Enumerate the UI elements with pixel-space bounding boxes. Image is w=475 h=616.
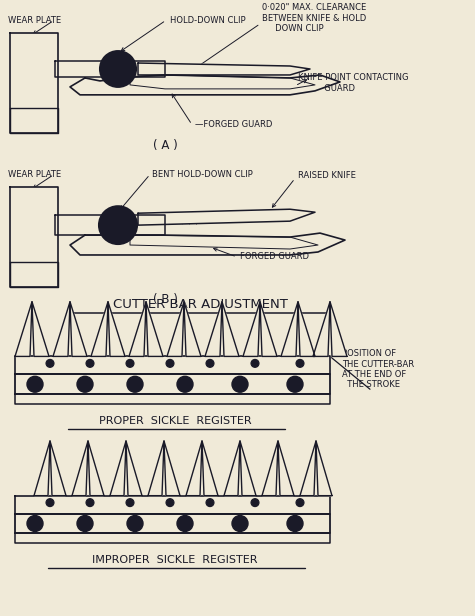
Polygon shape [70, 302, 87, 357]
Polygon shape [330, 302, 347, 357]
Circle shape [27, 376, 43, 392]
Text: PROPER  SICKLE  REGISTER: PROPER SICKLE REGISTER [99, 416, 251, 426]
Circle shape [166, 498, 174, 506]
Polygon shape [138, 63, 310, 75]
Circle shape [232, 376, 248, 392]
Polygon shape [316, 441, 332, 496]
Circle shape [206, 498, 214, 506]
Text: BENT HOLD-DOWN CLIP: BENT HOLD-DOWN CLIP [152, 170, 253, 179]
Circle shape [86, 359, 94, 367]
Text: FORGED GUARD: FORGED GUARD [240, 253, 309, 261]
Circle shape [177, 516, 193, 532]
Polygon shape [164, 441, 180, 496]
Polygon shape [91, 302, 108, 357]
Polygon shape [130, 235, 318, 249]
Circle shape [251, 498, 259, 506]
Polygon shape [10, 187, 58, 287]
Polygon shape [202, 441, 218, 496]
Text: ( A ): ( A ) [152, 139, 177, 152]
Circle shape [86, 498, 94, 506]
Polygon shape [240, 441, 256, 496]
Circle shape [100, 51, 136, 87]
Circle shape [77, 376, 93, 392]
Polygon shape [15, 533, 330, 543]
Polygon shape [53, 302, 70, 357]
Polygon shape [260, 302, 277, 357]
Polygon shape [15, 302, 32, 357]
Circle shape [27, 516, 43, 532]
Circle shape [77, 516, 93, 532]
Text: POSITION OF
THE CUTTER-BAR
AT THE END OF
  THE STROKE: POSITION OF THE CUTTER-BAR AT THE END OF… [342, 349, 414, 389]
Polygon shape [148, 441, 164, 496]
Polygon shape [88, 441, 104, 496]
Text: 0·020" MAX. CLEARANCE
BETWEEN KNIFE & HOLD
     DOWN CLIP: 0·020" MAX. CLEARANCE BETWEEN KNIFE & HO… [262, 3, 366, 33]
Polygon shape [224, 441, 240, 496]
Polygon shape [222, 302, 239, 357]
Text: IMPROPER  SICKLE  REGISTER: IMPROPER SICKLE REGISTER [92, 555, 258, 565]
Polygon shape [262, 441, 278, 496]
Circle shape [113, 64, 123, 74]
Circle shape [126, 498, 134, 506]
Circle shape [296, 359, 304, 367]
Text: RAISED KNIFE: RAISED KNIFE [298, 171, 356, 180]
Polygon shape [55, 61, 165, 77]
Polygon shape [313, 302, 330, 357]
Polygon shape [50, 441, 66, 496]
Polygon shape [205, 302, 222, 357]
Circle shape [127, 376, 143, 392]
Circle shape [99, 206, 137, 244]
Polygon shape [15, 357, 330, 375]
Polygon shape [108, 302, 125, 357]
Polygon shape [300, 441, 316, 496]
Polygon shape [298, 302, 315, 357]
Circle shape [232, 516, 248, 532]
Polygon shape [184, 302, 201, 357]
Text: KNIFE POINT CONTACTING
          GUARD: KNIFE POINT CONTACTING GUARD [298, 73, 408, 92]
Polygon shape [278, 441, 294, 496]
Polygon shape [34, 441, 50, 496]
Circle shape [126, 359, 134, 367]
Polygon shape [15, 375, 330, 394]
Circle shape [287, 376, 303, 392]
Polygon shape [126, 441, 142, 496]
Circle shape [127, 516, 143, 532]
Polygon shape [138, 209, 315, 225]
Circle shape [46, 498, 54, 506]
Polygon shape [146, 302, 163, 357]
Text: WEAR PLATE: WEAR PLATE [8, 16, 61, 25]
Circle shape [46, 359, 54, 367]
Text: ( B ): ( B ) [152, 293, 178, 306]
Polygon shape [243, 302, 260, 357]
Polygon shape [15, 514, 330, 533]
Polygon shape [10, 108, 58, 132]
Circle shape [106, 213, 130, 237]
Polygon shape [70, 233, 345, 255]
Text: WEAR PLATE: WEAR PLATE [8, 170, 61, 179]
Circle shape [106, 57, 130, 81]
Polygon shape [129, 302, 146, 357]
Circle shape [287, 516, 303, 532]
Polygon shape [55, 215, 165, 235]
Polygon shape [281, 302, 298, 357]
Circle shape [296, 498, 304, 506]
Polygon shape [186, 441, 202, 496]
Polygon shape [70, 75, 340, 95]
Polygon shape [110, 441, 126, 496]
Polygon shape [15, 496, 330, 514]
Polygon shape [167, 302, 184, 357]
Circle shape [206, 359, 214, 367]
Text: HOLD-DOWN CLIP: HOLD-DOWN CLIP [170, 16, 246, 25]
Polygon shape [32, 302, 49, 357]
Polygon shape [10, 33, 58, 132]
Circle shape [251, 359, 259, 367]
Polygon shape [130, 75, 315, 89]
Circle shape [166, 359, 174, 367]
Polygon shape [15, 394, 330, 404]
Circle shape [177, 376, 193, 392]
Text: —FORGED GUARD: —FORGED GUARD [195, 120, 272, 129]
Circle shape [113, 220, 123, 230]
Polygon shape [10, 262, 58, 287]
Text: CUTTER BAR ADJUSTMENT: CUTTER BAR ADJUSTMENT [113, 298, 287, 311]
Polygon shape [72, 441, 88, 496]
